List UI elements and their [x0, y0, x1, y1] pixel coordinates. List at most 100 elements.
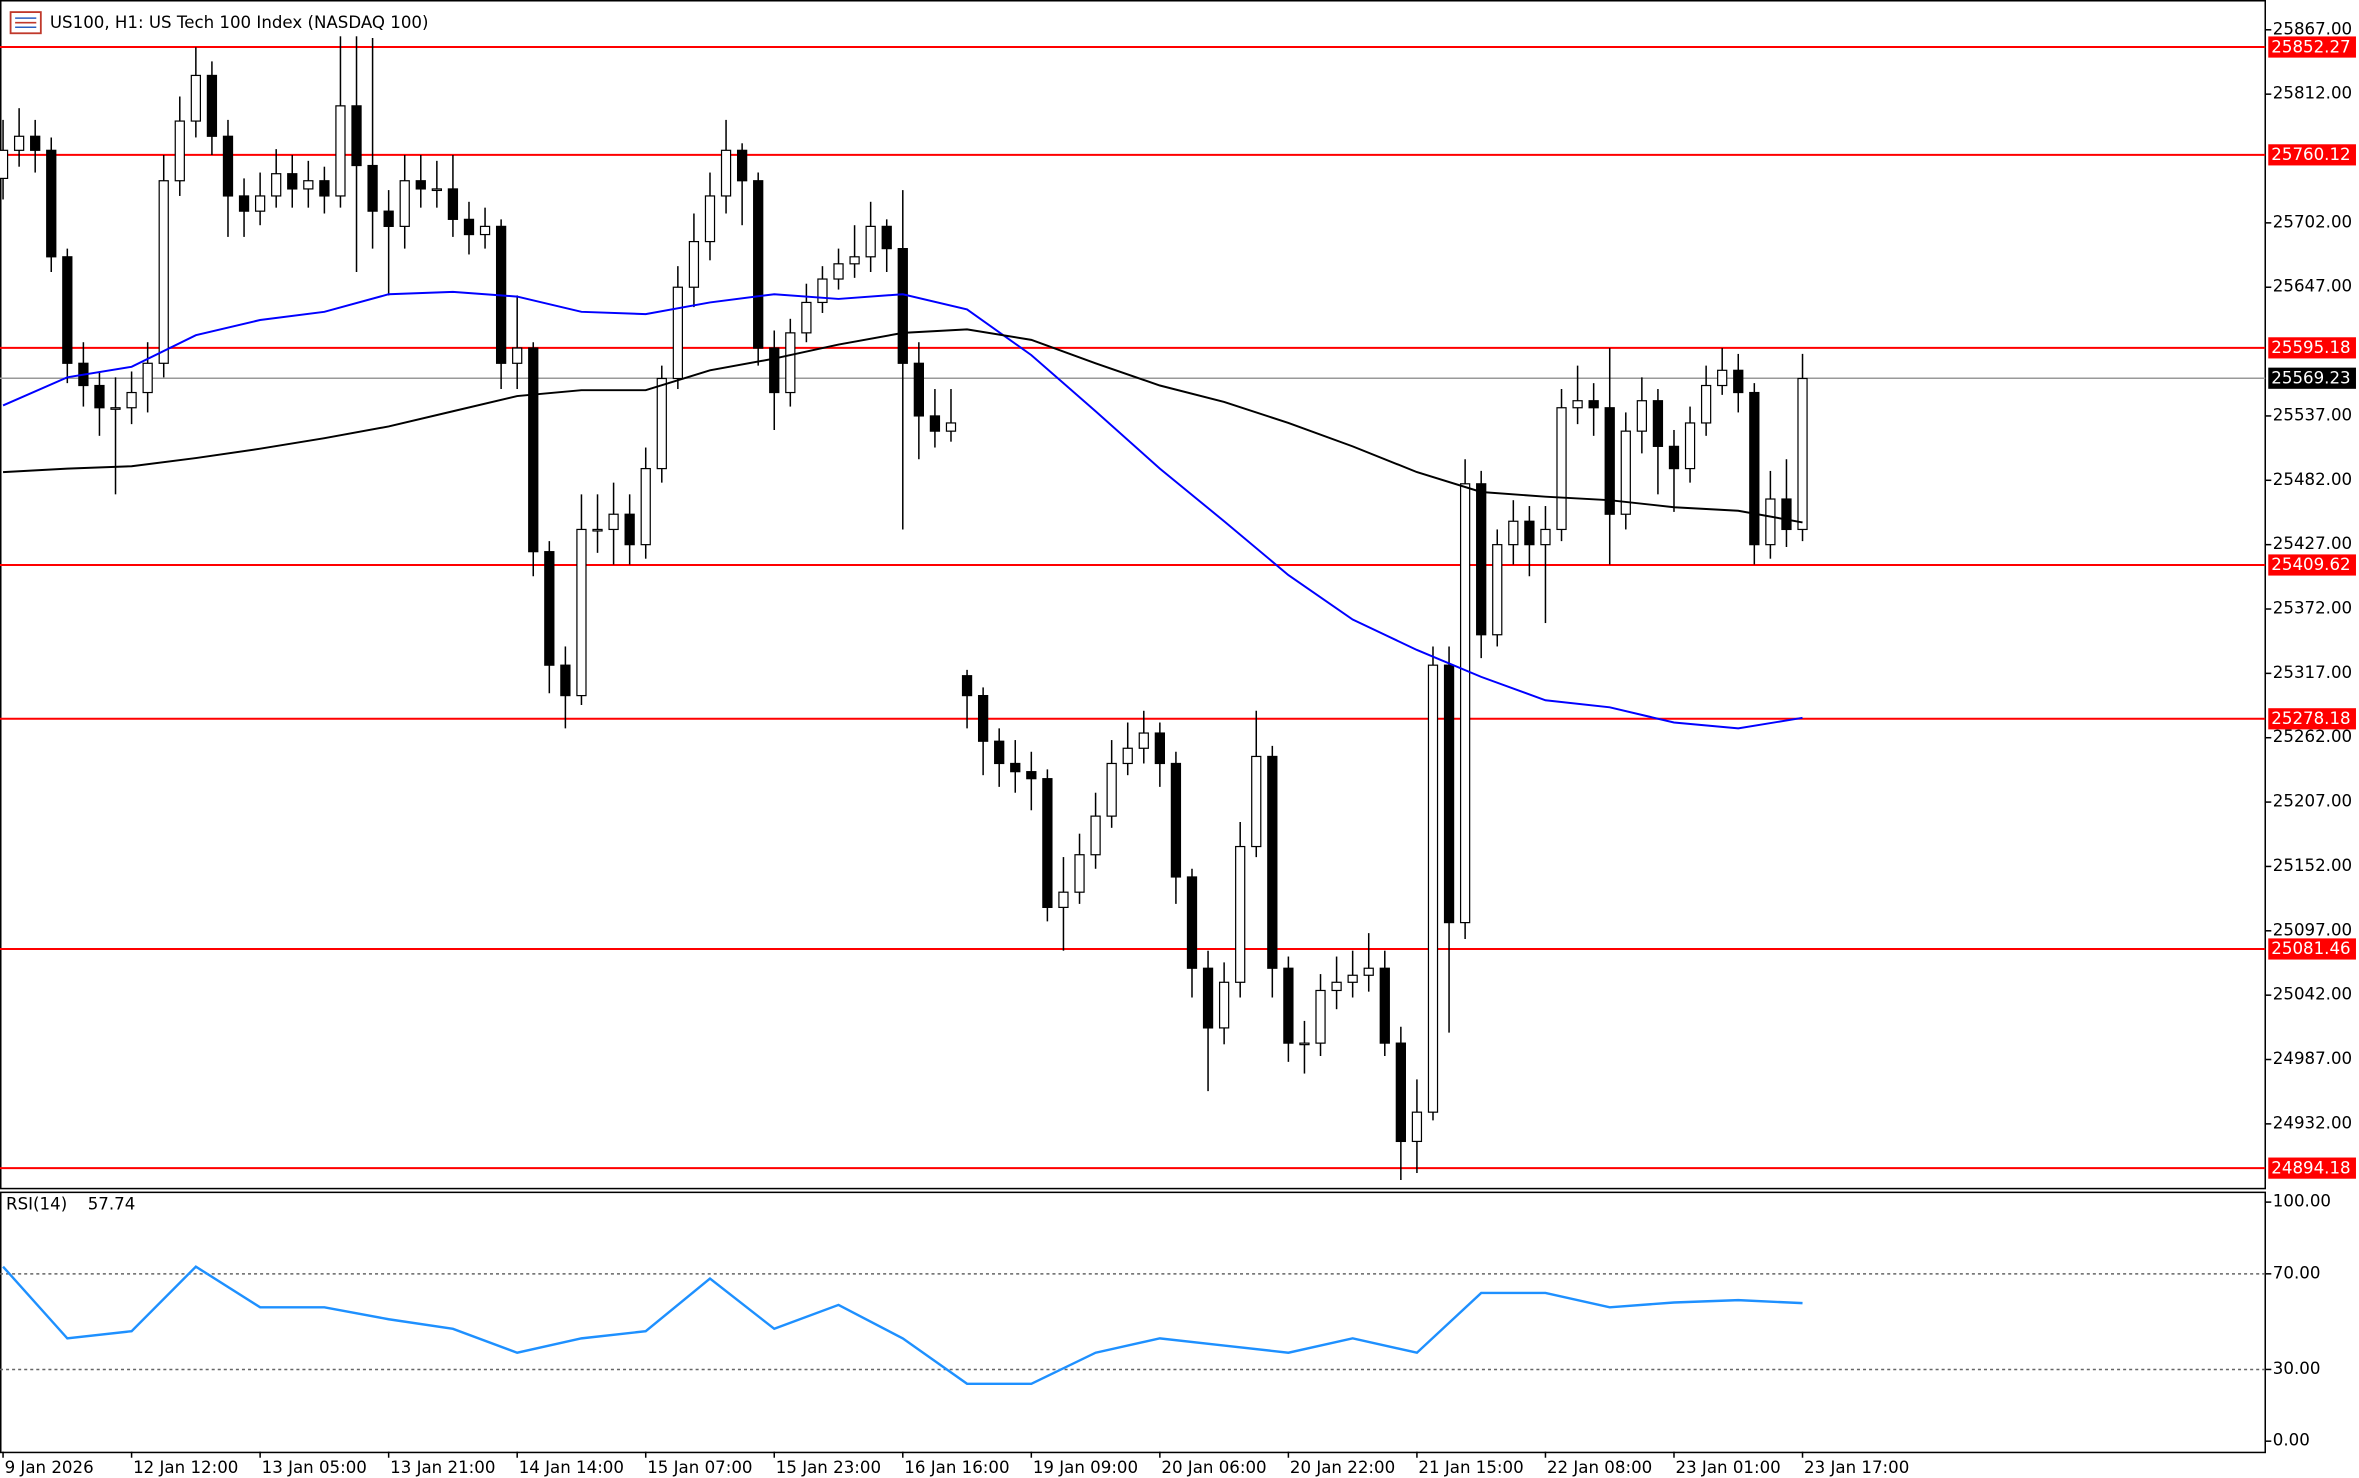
candle-body — [624, 513, 635, 546]
candle-body — [961, 675, 973, 697]
title-bg — [45, 9, 454, 37]
y-tick-label: 25647.00 — [2273, 277, 2352, 296]
candle-body — [544, 551, 555, 666]
candle-body — [1781, 498, 1792, 531]
x-tick-label: 19 Jan 09:00 — [1033, 1458, 1138, 1477]
candle-body — [1604, 407, 1615, 515]
candle-body — [833, 263, 844, 280]
candle-body — [1524, 520, 1535, 546]
candle-body — [1026, 771, 1037, 780]
symbol-icon — [9, 11, 42, 35]
candle-body — [1154, 732, 1165, 765]
candle-body — [913, 362, 924, 417]
candle-body — [656, 377, 667, 470]
candle-body — [881, 225, 892, 250]
y-tick-label: 24987.00 — [2273, 1049, 2352, 1068]
candle-body — [206, 74, 218, 137]
chart-title: US100, H1: US Tech 100 Index (NASDAQ 100… — [50, 13, 429, 32]
candle-body — [254, 195, 266, 212]
candle-body — [238, 195, 250, 212]
candle-body — [1106, 762, 1117, 817]
candle-body — [688, 240, 700, 288]
candle-body — [1733, 369, 1744, 394]
candle-body — [528, 347, 539, 553]
y-tick-label: 25427.00 — [2273, 534, 2352, 553]
candle-body — [1170, 762, 1182, 878]
candle-body — [1090, 815, 1101, 856]
candle-body — [1074, 854, 1085, 893]
candle-body — [736, 149, 748, 182]
candle-body — [1572, 400, 1583, 409]
candle-body — [463, 218, 475, 236]
candle-body — [94, 384, 105, 409]
y-tick-label: 25317.00 — [2273, 663, 2352, 682]
rsi-y-tick-label: 30.00 — [2273, 1359, 2321, 1378]
marks-layer — [0, 14, 1808, 1386]
candle-body — [608, 513, 619, 531]
level-label-bg — [2268, 337, 2356, 359]
candle-body — [1251, 755, 1262, 848]
candle-body — [977, 694, 989, 742]
candle-body — [1267, 755, 1278, 969]
candle-body — [447, 188, 459, 220]
labels-layer: 25867.00 25812.00 25702.00 25647.00 25537.00… — [2, 19, 2356, 1477]
moving-average — [2, 290, 1803, 730]
candle-body — [560, 664, 571, 697]
moving-average — [3, 328, 1803, 524]
candle-body — [271, 173, 282, 197]
x-tick-label: 13 Jan 05:00 — [262, 1458, 367, 1477]
candle-body — [1765, 498, 1776, 546]
y-tick-label: 25867.00 — [2273, 19, 2352, 38]
x-tick-label: 9 Jan 2026 — [5, 1458, 94, 1477]
y-tick-label: 25152.00 — [2273, 856, 2352, 875]
candle-body — [1492, 544, 1503, 636]
rsi-line — [2, 1265, 1803, 1386]
candle-body — [479, 225, 491, 236]
candle-body — [1395, 1042, 1406, 1143]
x-tick-label: 14 Jan 14:00 — [519, 1458, 624, 1477]
y-tick-label: 25537.00 — [2273, 405, 2352, 424]
candle-body — [1668, 445, 1680, 470]
candle-body — [415, 180, 426, 190]
candle-body — [1427, 664, 1439, 1113]
candle-body — [431, 188, 442, 192]
x-tick-label: 13 Jan 21:00 — [390, 1458, 495, 1477]
rsi-frame — [0, 1191, 2267, 1454]
candle-body — [1684, 422, 1696, 470]
y-tick-label: 25482.00 — [2273, 470, 2352, 489]
candle-body — [1459, 483, 1471, 924]
candle-body — [222, 135, 234, 197]
candle-body — [1652, 400, 1664, 447]
candle-body — [1218, 981, 1230, 1029]
x-tick-label: 22 Jan 08:00 — [1547, 1458, 1652, 1477]
candle-body — [190, 74, 201, 122]
candle-body — [1636, 400, 1647, 432]
candle-body — [142, 362, 153, 394]
candle-body — [62, 256, 73, 364]
main-frame — [0, 0, 2267, 1190]
candle-body — [1202, 967, 1214, 1029]
candle-body — [30, 135, 41, 151]
candle-body — [46, 149, 57, 258]
rsi-y-tick-label: 100.00 — [2273, 1192, 2331, 1211]
level-label: 25409.62 — [2271, 555, 2350, 574]
rsi-value: 57.74 — [88, 1195, 136, 1214]
candle-body — [994, 740, 1005, 765]
candle-body — [335, 105, 346, 197]
candle-body — [1508, 520, 1519, 546]
level-label: 25760.12 — [2271, 145, 2350, 164]
candle-body — [1540, 528, 1551, 546]
rsi-y-tick-label: 70.00 — [2273, 1263, 2321, 1282]
x-tick-label: 16 Jan 16:00 — [904, 1458, 1009, 1477]
x-tick-label: 15 Jan 07:00 — [647, 1458, 752, 1477]
last-price-bg — [2268, 367, 2356, 389]
x-tick-label: 15 Jan 23:00 — [776, 1458, 881, 1477]
candle-body — [720, 149, 732, 197]
rsi-label: RSI(14) — [6, 1195, 67, 1214]
candle-body — [1010, 762, 1021, 773]
candle-body — [174, 120, 185, 182]
candle-body — [367, 164, 378, 212]
candle-body — [1588, 400, 1599, 409]
candle-body — [399, 180, 410, 227]
